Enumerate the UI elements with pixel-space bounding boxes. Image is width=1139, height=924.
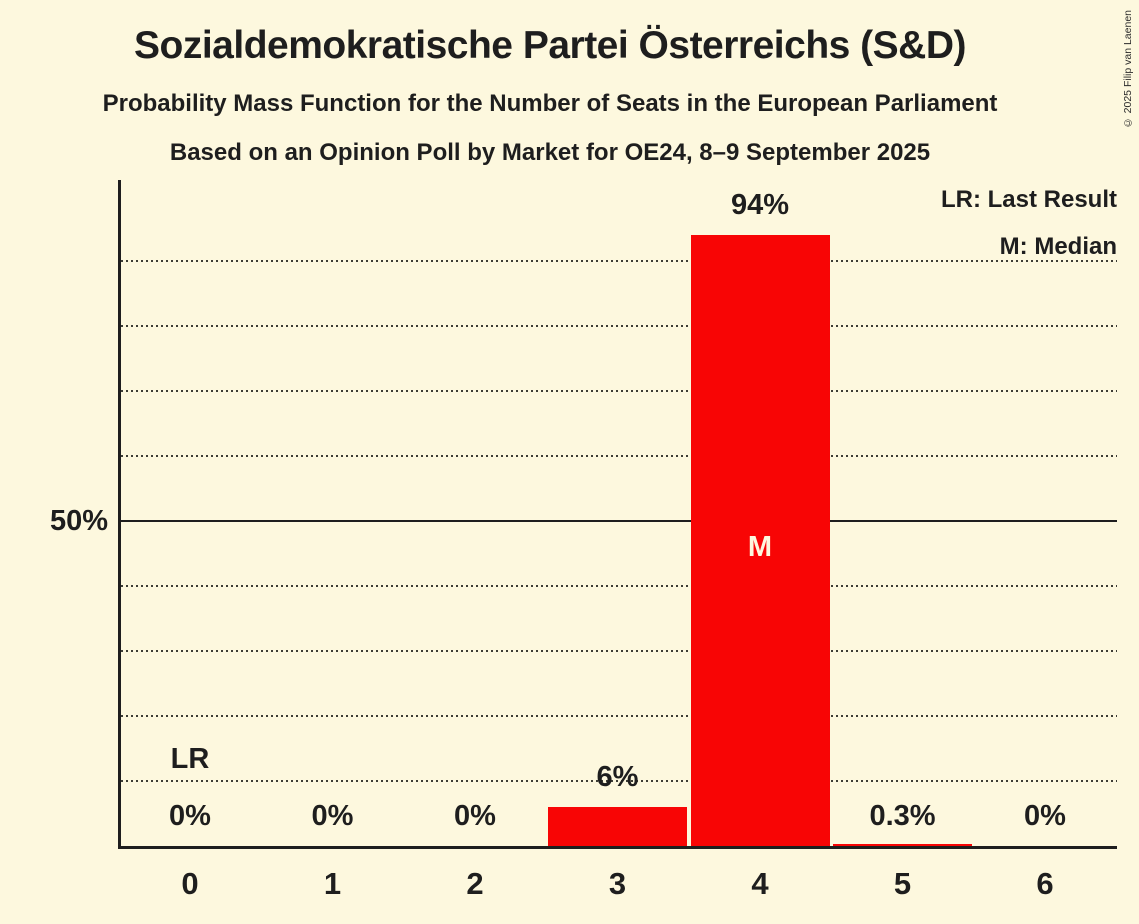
legend-last-result: LR: Last Result xyxy=(940,186,1117,213)
value-label-seats-4: 94% xyxy=(730,189,790,221)
x-axis-label-2: 2 xyxy=(466,866,484,901)
x-axis-label-4: 4 xyxy=(751,866,769,901)
x-axis-label-0: 0 xyxy=(181,866,199,901)
legend-median: M: Median xyxy=(999,233,1117,260)
x-axis-label-5: 5 xyxy=(893,866,912,901)
value-label-seats-2: 0% xyxy=(454,800,496,832)
chart-source-line: Based on an Opinion Poll by Market for O… xyxy=(169,139,931,166)
chart-subtitle: Probability Mass Function for the Number… xyxy=(102,90,998,117)
bar-seats-4 xyxy=(690,235,830,846)
value-label-seats-3: 6% xyxy=(596,761,639,793)
value-label-seats-1: 0% xyxy=(311,800,354,832)
x-axis-label-6: 6 xyxy=(1036,866,1054,901)
gridline-60pct xyxy=(121,455,1117,457)
gridline-80pct xyxy=(121,325,1117,327)
copyright-notice: © 2025 Filip van Laenen xyxy=(1122,10,1134,129)
value-label-seats-5: 0.3% xyxy=(869,800,936,832)
y-axis-tick-50: 50% xyxy=(49,505,108,537)
bar-seats-3 xyxy=(548,807,687,846)
gridline-70pct xyxy=(121,390,1117,392)
gridline-40pct xyxy=(121,585,1117,587)
last-result-marker: LR xyxy=(170,743,210,775)
value-label-seats-6: 0% xyxy=(1024,800,1066,832)
bar-seats-5 xyxy=(833,844,972,846)
gridline-90pct xyxy=(121,260,1117,262)
median-marker: M xyxy=(747,531,773,563)
chart-title: Sozialdemokratische Partei Österreichs (… xyxy=(134,24,966,67)
gridline-10pct xyxy=(121,780,1117,782)
gridline-30pct xyxy=(121,650,1117,652)
x-axis-label-3: 3 xyxy=(608,866,627,901)
value-label-seats-0: 0% xyxy=(169,800,211,832)
gridline-20pct xyxy=(121,715,1117,717)
plot-area: 0% 0% 0% 6% 94% 0.3% 0% LR M xyxy=(118,180,1117,849)
gridline-50pct-solid xyxy=(121,520,1117,522)
x-axis-label-1: 1 xyxy=(323,866,342,901)
